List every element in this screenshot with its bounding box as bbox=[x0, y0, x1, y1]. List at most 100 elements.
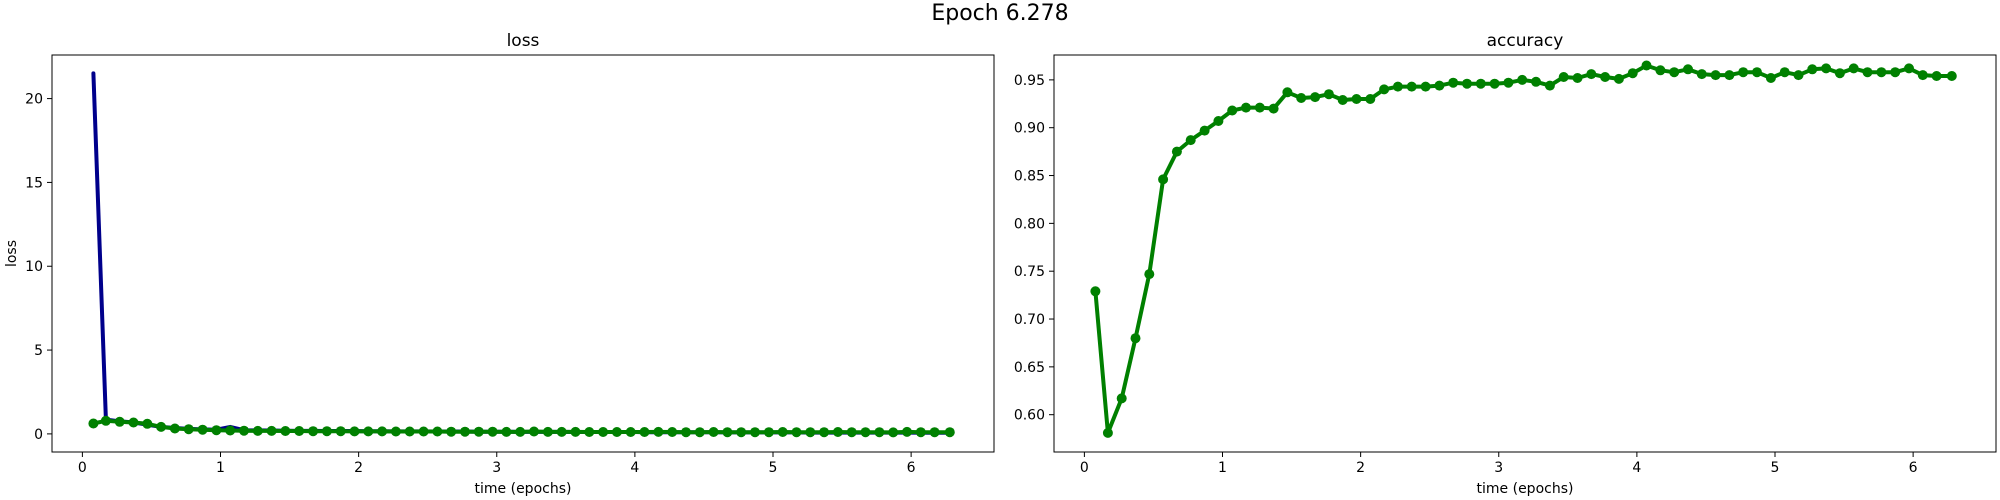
accuracy-series-0-point bbox=[1227, 105, 1238, 116]
accuracy-series-0-point bbox=[1158, 174, 1169, 185]
accuracy-plot-title: accuracy bbox=[1487, 31, 1564, 51]
loss-series-1-point bbox=[584, 427, 595, 437]
loss-y-tick-label: 20 bbox=[25, 92, 43, 108]
loss-y-tick-label: 15 bbox=[25, 175, 43, 191]
accuracy-series-0-point bbox=[1268, 103, 1279, 114]
accuracy-plot: accuracy 0 1 2 3 4 5 6 0.60 0.65 0.70 0.75 0.80 0.85 0… bbox=[1014, 31, 1997, 497]
accuracy-series-0-point bbox=[1241, 102, 1251, 113]
accuracy-series-0-point bbox=[1821, 63, 1832, 74]
loss-series-1-point bbox=[225, 425, 236, 436]
loss-y-tick-label: 5 bbox=[34, 343, 43, 359]
accuracy-series-0-point bbox=[1904, 63, 1914, 74]
loss-series-1-point bbox=[874, 427, 885, 438]
accuracy-series-0-point bbox=[1296, 93, 1307, 103]
loss-series-1-point bbox=[390, 426, 401, 437]
accuracy-y-tick-label: 0.65 bbox=[1014, 360, 1045, 376]
accuracy-y-tick-label: 0.90 bbox=[1014, 121, 1045, 137]
accuracy-series-0-point bbox=[1586, 69, 1597, 80]
loss-series-1-point bbox=[501, 426, 512, 437]
loss-series-1-point bbox=[750, 427, 760, 438]
loss-x-tick-label: 0 bbox=[78, 460, 87, 476]
accuracy-series-0-point bbox=[1946, 71, 1957, 81]
accuracy-x-tick-label: 0 bbox=[1080, 460, 1089, 476]
accuracy-series-0-point bbox=[1310, 92, 1321, 103]
loss-series-1-point bbox=[736, 427, 747, 438]
loss-y-tick-label: 0 bbox=[34, 427, 43, 443]
accuracy-series-0-point bbox=[1807, 64, 1818, 75]
loss-x-axis-label: time (epochs) bbox=[475, 481, 572, 497]
loss-series-1-point bbox=[888, 427, 899, 438]
accuracy-y-tick-label: 0.75 bbox=[1014, 264, 1045, 280]
accuracy-series-0-point bbox=[1254, 102, 1265, 113]
loss-series-1-point bbox=[681, 427, 691, 438]
accuracy-series-0-point bbox=[1531, 76, 1541, 87]
loss-y-tick-label: 10 bbox=[25, 259, 43, 275]
loss-x-tick-label: 2 bbox=[354, 460, 363, 476]
loss-series-1-point bbox=[473, 426, 484, 437]
accuracy-x-tick-label: 6 bbox=[1909, 460, 1918, 476]
loss-series-1-point bbox=[487, 426, 498, 437]
loss-series-1-point bbox=[128, 417, 139, 428]
accuracy-series-0-point bbox=[1392, 81, 1403, 92]
loss-series-1-point bbox=[100, 415, 111, 426]
accuracy-series-0-point bbox=[1779, 67, 1790, 78]
loss-series-1-point bbox=[944, 427, 955, 438]
loss-series-1-point bbox=[763, 427, 774, 438]
loss-series-1-point bbox=[280, 426, 291, 436]
loss-series-1-point bbox=[308, 426, 319, 437]
accuracy-series-0-point bbox=[1102, 427, 1113, 438]
accuracy-series-0-point bbox=[1862, 67, 1873, 78]
accuracy-series-0-point bbox=[1696, 69, 1707, 80]
accuracy-series-0-point bbox=[1171, 146, 1182, 157]
accuracy-x-tick-label: 4 bbox=[1632, 460, 1641, 476]
accuracy-series-0-point bbox=[1130, 333, 1141, 344]
accuracy-series-0-point bbox=[1090, 286, 1101, 297]
loss-series-1-point bbox=[418, 426, 429, 437]
accuracy-series-0-point bbox=[1793, 70, 1804, 81]
loss-series-1-point bbox=[722, 427, 733, 438]
loss-series-1-point bbox=[169, 423, 180, 434]
loss-series-1-point bbox=[349, 426, 360, 437]
loss-series-1-point bbox=[252, 425, 263, 436]
loss-series-1-point bbox=[335, 426, 346, 437]
loss-series-1-point bbox=[446, 426, 457, 437]
accuracy-y-tick-label: 0.70 bbox=[1014, 312, 1045, 328]
loss-series-1-point bbox=[639, 427, 650, 437]
accuracy-series-0-point bbox=[1600, 72, 1611, 82]
accuracy-series-0-point bbox=[1365, 94, 1376, 104]
loss-series-1-point bbox=[777, 427, 788, 437]
accuracy-series-0-point bbox=[1475, 78, 1486, 89]
accuracy-series-0-point bbox=[1876, 67, 1887, 78]
loss-series-1-point bbox=[404, 426, 415, 437]
accuracy-y-tick-label: 0.80 bbox=[1014, 216, 1045, 232]
accuracy-series-0-point bbox=[1848, 63, 1859, 74]
accuracy-series-0-point bbox=[1448, 77, 1459, 88]
accuracy-series-0-point bbox=[1517, 74, 1528, 85]
accuracy-series-0-point bbox=[1489, 78, 1500, 89]
accuracy-series-0-point bbox=[1420, 81, 1431, 92]
accuracy-series-0-point bbox=[1765, 73, 1776, 83]
accuracy-plot-frame bbox=[1053, 54, 1997, 453]
loss-series-1-point bbox=[860, 427, 871, 438]
accuracy-series-0-point bbox=[1752, 67, 1762, 78]
accuracy-series-0-point bbox=[1641, 60, 1652, 71]
accuracy-series-0-point bbox=[1503, 77, 1514, 88]
loss-series-1-point bbox=[598, 427, 609, 437]
loss-series-1-point bbox=[432, 426, 443, 437]
loss-series-1-point bbox=[377, 426, 388, 437]
loss-series-1-point bbox=[321, 426, 332, 437]
loss-series-1-point bbox=[902, 426, 912, 437]
loss-series-1-point bbox=[915, 427, 926, 438]
accuracy-y-tick-label: 0.95 bbox=[1014, 73, 1045, 89]
accuracy-series-0-point bbox=[1144, 269, 1155, 280]
accuracy-series-0-point bbox=[1185, 135, 1196, 146]
accuracy-series-0-point bbox=[1379, 84, 1390, 95]
loss-series-1-point bbox=[142, 418, 153, 429]
loss-series-1-point bbox=[294, 426, 305, 436]
accuracy-series-0-point bbox=[1434, 80, 1445, 91]
accuracy-series-0-point bbox=[1834, 68, 1845, 79]
loss-series-1-point bbox=[708, 427, 719, 437]
accuracy-series-0-point bbox=[1710, 70, 1721, 81]
